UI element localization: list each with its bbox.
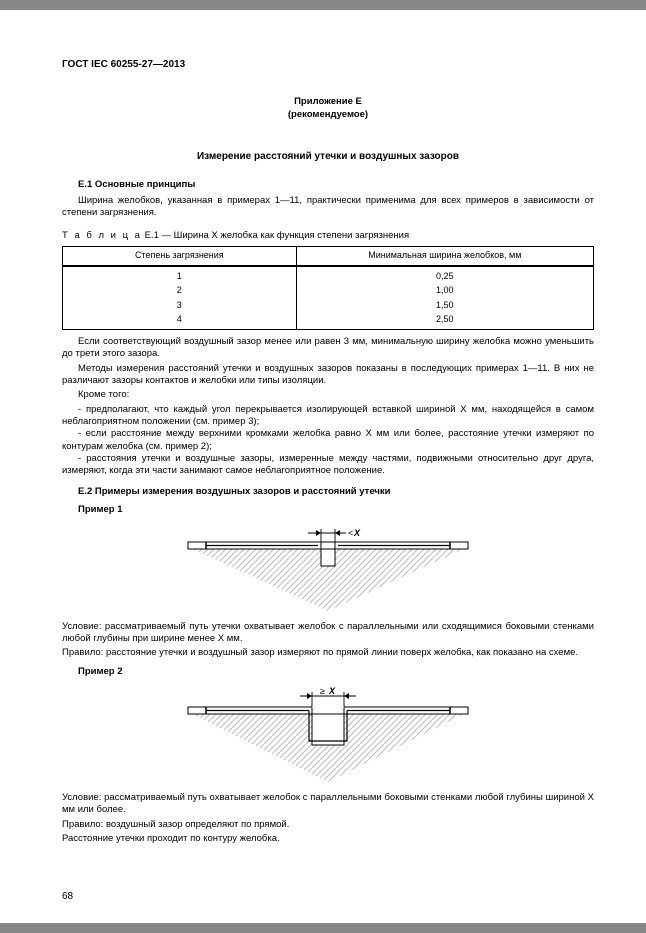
table-row: 2 1,00 bbox=[63, 283, 594, 298]
example-1-label: Пример 1 bbox=[78, 504, 594, 516]
label-x: X bbox=[328, 686, 336, 696]
label-ge: ≥ bbox=[320, 686, 325, 696]
example-2-rule-2: Расстояние утечки проходит по контуру же… bbox=[62, 833, 594, 845]
col-header-width: Минимальная ширина желобков, мм bbox=[296, 246, 593, 265]
heading-e2: E.2 Примеры измерения воздушных зазоров … bbox=[78, 486, 594, 498]
table-caption: Т а б л и ц а E.1 — Ширина X желобка как… bbox=[62, 230, 594, 242]
page-container: ГОСТ IEC 60255-27—2013 Приложение Е (рек… bbox=[0, 10, 646, 923]
para-after-2: Методы измерения расстояний утечки и воз… bbox=[62, 363, 594, 388]
para-e1-1: Ширина желобков, указанная в примерах 1—… bbox=[62, 195, 594, 220]
cell-width: 1,00 bbox=[296, 283, 593, 298]
label-x: X bbox=[353, 528, 361, 538]
diagram-2-icon: ≥ X bbox=[178, 686, 478, 782]
cell-degree: 1 bbox=[63, 266, 297, 284]
table-row: 1 0,25 bbox=[63, 266, 594, 284]
figure-example-2: ≥ X bbox=[62, 686, 594, 782]
document-header: ГОСТ IEC 60255-27—2013 bbox=[62, 58, 594, 71]
table-header-row: Степень загрязнения Минимальная ширина ж… bbox=[63, 246, 594, 265]
table-row: 3 1,50 bbox=[63, 298, 594, 313]
example-2-rule-1: Правило: воздушный зазор определяют по п… bbox=[62, 819, 594, 831]
page-number: 68 bbox=[62, 890, 73, 903]
cell-degree: 2 bbox=[63, 283, 297, 298]
cell-width: 1,50 bbox=[296, 298, 593, 313]
para-after-3: Кроме того: bbox=[62, 389, 594, 401]
cell-width: 2,50 bbox=[296, 312, 593, 329]
example-2-label: Пример 2 bbox=[78, 666, 594, 678]
heading-e1: E.1 Основные принципы bbox=[78, 179, 594, 191]
bullet-2: - если расстояние между верхними кромкам… bbox=[62, 428, 594, 453]
bullet-1: - предполагают, что каждый угол перекрыв… bbox=[62, 404, 594, 429]
col-header-degree: Степень загрязнения bbox=[63, 246, 297, 265]
appendix-line-2: (рекомендуемое) bbox=[288, 109, 368, 120]
table-caption-rest: E.1 — Ширина X желобка как функция степе… bbox=[142, 230, 409, 241]
example-1-condition: Условие: рассматриваемый путь утечки охв… bbox=[62, 621, 594, 646]
diagram-1-icon: < X bbox=[178, 525, 478, 611]
table-caption-prefix: Т а б л и ц а bbox=[62, 230, 142, 241]
example-2-condition: Условие: рассматриваемый путь охватывает… bbox=[62, 792, 594, 817]
section-title: Измерение расстояний утечки и воздушных … bbox=[62, 150, 594, 163]
cell-degree: 4 bbox=[63, 312, 297, 329]
appendix-title: Приложение Е (рекомендуемое) bbox=[62, 95, 594, 122]
bullet-3: - расстояния утечки и воздушные зазоры, … bbox=[62, 453, 594, 478]
appendix-line-1: Приложение Е bbox=[294, 96, 362, 107]
label-lt: < bbox=[348, 528, 353, 538]
table-e1: Степень загрязнения Минимальная ширина ж… bbox=[62, 246, 594, 330]
figure-example-1: < X bbox=[62, 525, 594, 611]
cell-degree: 3 bbox=[63, 298, 297, 313]
table-row: 4 2,50 bbox=[63, 312, 594, 329]
cell-width: 0,25 bbox=[296, 266, 593, 284]
para-after-1: Если соответствующий воздушный зазор мен… bbox=[62, 336, 594, 361]
example-1-rule: Правило: расстояние утечки и воздушный з… bbox=[62, 647, 594, 659]
